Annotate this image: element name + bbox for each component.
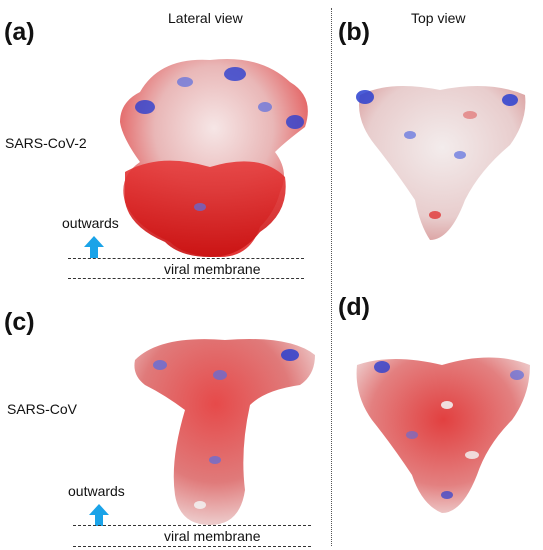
outwards-label-a: outwards (62, 215, 119, 231)
membrane-line-top-c (73, 525, 311, 526)
membrane-line-bottom-a (68, 278, 304, 279)
column-divider (331, 8, 332, 546)
viral-membrane-label-a: viral membrane (164, 261, 261, 277)
protein-surface-a (120, 58, 308, 257)
panel-label-c: (c) (4, 308, 35, 336)
up-arrow-icon (84, 236, 104, 258)
membrane-line-top-a (68, 258, 304, 259)
row-label-sars-cov: SARS-CoV (7, 401, 78, 417)
membrane-line-bottom-c (73, 546, 311, 547)
outwards-label-c: outwards (68, 483, 125, 499)
panel-label-b: (b) (338, 18, 370, 46)
panel-label-d: (d) (338, 293, 370, 321)
protein-surface-b (356, 86, 526, 240)
up-arrow-icon (89, 504, 109, 526)
lateral-view-title: Lateral view (168, 10, 243, 26)
row-label-sars-cov-2: SARS-CoV-2 (5, 135, 87, 151)
protein-surface-c (134, 339, 315, 525)
top-view-title: Top view (411, 10, 466, 26)
protein-surface-d (356, 357, 530, 513)
panel-label-a: (a) (4, 18, 35, 46)
viral-membrane-label-c: viral membrane (164, 528, 261, 544)
